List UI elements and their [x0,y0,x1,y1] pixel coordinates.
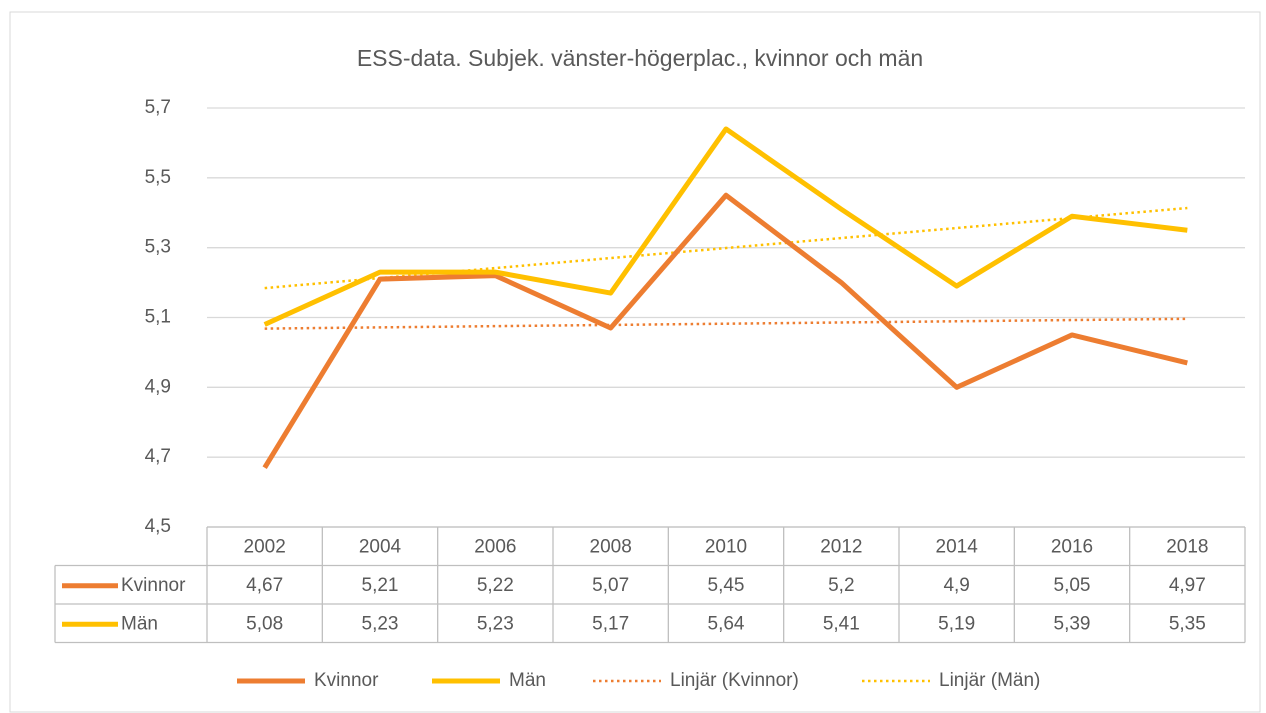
x-tick-label: 2004 [359,536,402,557]
trendline [264,206,1188,290]
table-cell: 4,97 [1169,575,1206,596]
x-tick-label: 2010 [705,536,747,557]
chart-area [9,11,1261,713]
table-cell: 5,07 [592,575,629,596]
table-cell: 4,67 [246,575,283,596]
table-cell: 5,35 [1169,613,1206,634]
x-tick-label: 2012 [820,536,862,557]
table-cell: 5,22 [477,575,514,596]
x-tick-label: 2002 [244,536,286,557]
table-cell: 5,23 [362,613,399,634]
legend-label: Linjär (Kvinnor) [670,670,799,691]
x-tick-label: 2008 [590,536,632,557]
legend-label: Män [509,670,546,691]
table-row-label: Kvinnor [121,575,186,596]
table-cell: 4,9 [943,575,969,596]
x-tick-label: 2006 [474,536,516,557]
y-tick-label: 4,5 [145,516,171,537]
chart-title: ESS-data. Subjek. vänster-högerplac., kv… [357,45,923,71]
series-line [262,192,1188,469]
y-tick-label: 4,7 [145,446,171,467]
table-cell: 5,23 [477,613,514,634]
x-tick-label: 2016 [1051,536,1093,557]
y-tick-label: 5,1 [145,307,171,328]
table-cell: 5,19 [938,613,975,634]
y-tick-label: 5,7 [145,97,171,118]
table-cell: 5,41 [823,613,860,634]
trendline [264,317,1188,330]
legend-label: Linjär (Män) [939,670,1040,691]
y-tick-label: 5,3 [145,237,171,258]
series-line [263,126,1188,327]
y-tick-label: 5,5 [145,167,171,188]
x-tick-label: 2018 [1166,536,1208,557]
table-cell: 5,64 [708,613,745,634]
table-cell: 5,17 [592,613,629,634]
table-cell: 5,2 [828,575,854,596]
y-tick-label: 4,9 [145,376,171,397]
table-cell: 5,45 [708,575,745,596]
x-tick-label: 2014 [936,536,979,557]
table-row-label: Män [121,613,158,634]
table-cell: 5,08 [246,613,283,634]
table-cell: 5,05 [1054,575,1091,596]
table-cell: 5,39 [1054,613,1091,634]
legend-label: Kvinnor [314,670,379,691]
table-cell: 5,21 [362,575,399,596]
